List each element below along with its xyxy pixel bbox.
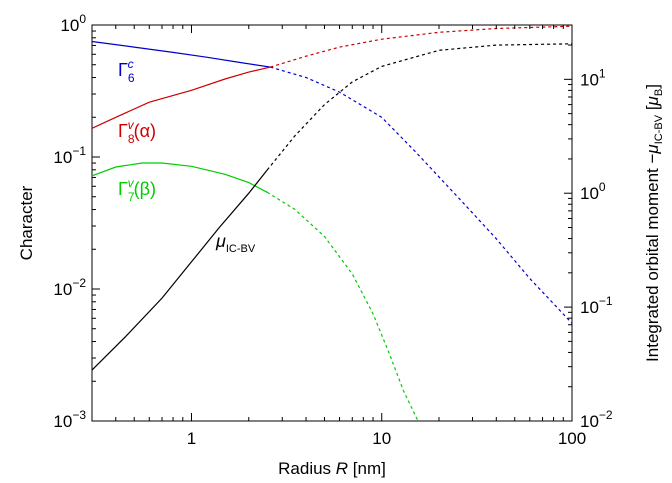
- plot-frame: [91, 24, 573, 422]
- label-gamma8v: Γ8v(α): [118, 118, 156, 146]
- label-gamma6c-sub: 6: [128, 71, 135, 85]
- y-right-axis-title: Integrated orbital moment −μIC-BV [μB]: [643, 84, 665, 362]
- label-gamma6c-base: Γ: [118, 60, 128, 80]
- y-right-tick-label: 10−1: [580, 294, 613, 317]
- x-tick-label: 100: [558, 429, 586, 448]
- series-3-dashed-line: [266, 43, 573, 171]
- label-gamma8v-sup: v: [128, 118, 135, 132]
- label-gamma6c: Γ6c: [118, 57, 135, 85]
- y-left-tick-label: 10−1: [53, 144, 86, 167]
- y-left-axis-title: Character: [17, 185, 36, 260]
- tick-layer: 1 10 100 100 10−1 10−2 10−3 101 100 10−1 10−2: [53, 12, 613, 448]
- series-2-solid-line: [91, 162, 268, 193]
- label-gamma7v-sub: 7: [128, 190, 135, 204]
- label-gamma7v-base: Γ: [118, 179, 128, 199]
- series-3-solid-line: [91, 169, 268, 371]
- label-gamma7v: Γ7v(β): [118, 176, 156, 204]
- x-tick-label: 10: [372, 429, 391, 448]
- label-gamma8v-base: Γ: [118, 121, 128, 141]
- y-right-tick-label: 100: [580, 180, 606, 203]
- series-0-solid-line: [91, 40, 271, 68]
- label-mu-base: μ: [215, 231, 226, 251]
- y-left-tick-label: 100: [60, 12, 86, 35]
- series-2-dashed-line: [266, 191, 419, 422]
- series-1-dashed-line: [270, 25, 573, 68]
- label-mu-sub: IC-BV: [226, 243, 256, 255]
- series-layer: [91, 25, 573, 422]
- x-axis-title: Radius R [nm]: [278, 459, 386, 478]
- label-gamma7v-suffix: (β): [134, 179, 156, 199]
- y-right-tick-label: 101: [580, 66, 606, 89]
- label-gamma8v-sub: 8: [128, 132, 135, 146]
- label-gamma7v-sup: v: [128, 176, 135, 190]
- label-gamma8v-suffix: (α): [134, 121, 156, 141]
- y-left-tick-label: 10−3: [53, 408, 86, 431]
- label-mu: μIC-BV: [215, 231, 256, 255]
- x-tick-label: 1: [187, 429, 196, 448]
- y-left-tick-label: 10−2: [53, 276, 86, 299]
- series-1-solid-line: [91, 66, 271, 129]
- label-gamma6c-sup: c: [128, 57, 134, 71]
- y-right-tick-label: 10−2: [580, 408, 613, 431]
- series-0-dashed-line: [270, 66, 573, 324]
